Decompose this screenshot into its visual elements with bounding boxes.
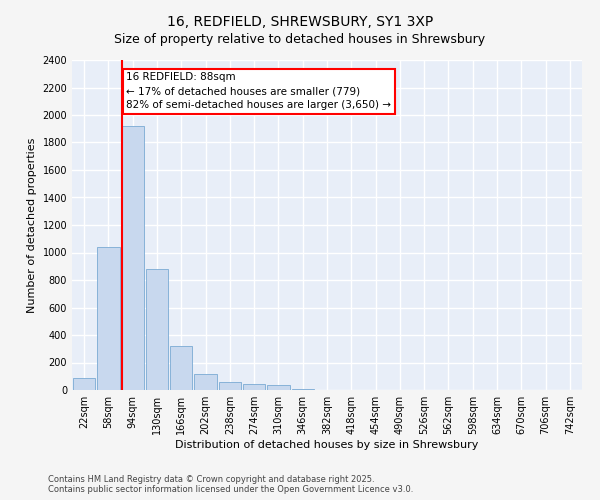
Bar xyxy=(267,385,290,390)
Bar xyxy=(218,382,241,390)
Text: 16, REDFIELD, SHREWSBURY, SY1 3XP: 16, REDFIELD, SHREWSBURY, SY1 3XP xyxy=(167,15,433,29)
Text: 16 REDFIELD: 88sqm
← 17% of detached houses are smaller (779)
82% of semi-detach: 16 REDFIELD: 88sqm ← 17% of detached hou… xyxy=(127,72,391,110)
Bar xyxy=(73,378,95,390)
Bar xyxy=(97,247,119,390)
Bar xyxy=(146,269,168,390)
Bar xyxy=(243,384,265,390)
Text: Contains HM Land Registry data © Crown copyright and database right 2025.
Contai: Contains HM Land Registry data © Crown c… xyxy=(48,474,413,494)
Bar xyxy=(292,388,314,390)
Bar xyxy=(122,126,144,390)
Y-axis label: Number of detached properties: Number of detached properties xyxy=(27,138,37,312)
X-axis label: Distribution of detached houses by size in Shrewsbury: Distribution of detached houses by size … xyxy=(175,440,479,450)
Bar xyxy=(170,346,193,390)
Text: Size of property relative to detached houses in Shrewsbury: Size of property relative to detached ho… xyxy=(115,32,485,46)
Bar xyxy=(194,374,217,390)
